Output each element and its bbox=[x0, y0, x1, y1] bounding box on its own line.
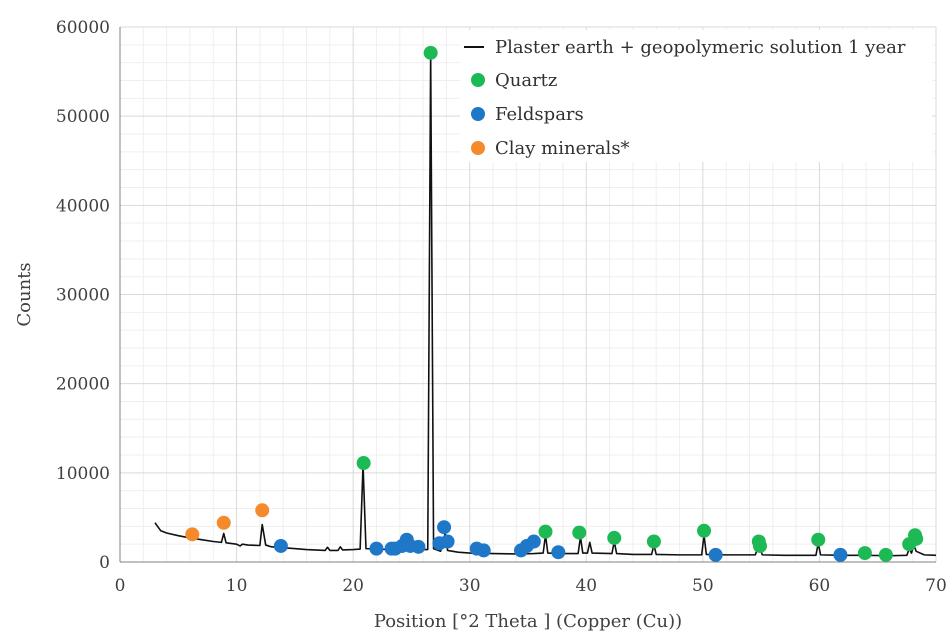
x-tick-label: 70 bbox=[925, 576, 947, 596]
quartz-marker bbox=[646, 534, 661, 549]
x-tick-label: 30 bbox=[459, 576, 481, 596]
chart-axes bbox=[119, 27, 936, 563]
x-tick-label: 10 bbox=[226, 576, 248, 596]
feldspars-marker bbox=[273, 538, 288, 553]
plot-area bbox=[154, 52, 937, 557]
legend-label-diffractogram: Plaster earth + geopolymeric solution 1 … bbox=[495, 37, 906, 58]
quartz-marker bbox=[538, 524, 553, 539]
x-tick-label: 50 bbox=[692, 576, 714, 596]
y-tick-label: 60000 bbox=[56, 18, 110, 38]
chart-legend: Plaster earth + geopolymeric solution 1 … bbox=[460, 30, 932, 162]
y-tick-label: 30000 bbox=[56, 286, 110, 306]
feldspars-marker bbox=[411, 539, 426, 554]
legend-background bbox=[460, 30, 932, 162]
clay-minerals-marker bbox=[216, 515, 231, 530]
legend-label-quartz: Quartz bbox=[495, 70, 557, 91]
y-tick-label: 10000 bbox=[56, 464, 110, 484]
y-tick-label: 50000 bbox=[56, 107, 110, 127]
x-axis-title: Position [°2 Theta ] (Copper (Cu)) bbox=[374, 611, 682, 632]
x-tick-labels: 0 10 20 30 40 50 60 70 bbox=[115, 576, 947, 596]
clay-minerals-marker bbox=[185, 527, 200, 542]
quartz-marker bbox=[909, 531, 924, 546]
feldspars-marker bbox=[708, 547, 723, 562]
feldspars-marker bbox=[437, 520, 452, 535]
legend-label-feldspars: Feldspars bbox=[495, 104, 584, 125]
quartz-marker bbox=[811, 532, 826, 547]
legend-label-clay: Clay minerals* bbox=[495, 138, 630, 159]
quartz-marker bbox=[857, 546, 872, 561]
quartz-marker bbox=[356, 456, 371, 471]
feldspars-marker bbox=[833, 547, 848, 562]
mineral-markers bbox=[185, 45, 924, 562]
legend-feldspars-marker bbox=[471, 107, 485, 121]
quartz-marker bbox=[697, 523, 712, 538]
x-tick-label: 40 bbox=[575, 576, 597, 596]
y-tick-label: 0 bbox=[99, 553, 110, 573]
quartz-marker bbox=[752, 538, 767, 553]
feldspars-marker bbox=[526, 534, 541, 549]
feldspars-marker bbox=[440, 534, 455, 549]
feldspars-marker bbox=[476, 543, 491, 558]
feldspars-marker bbox=[551, 545, 566, 560]
x-tick-label: 20 bbox=[342, 576, 364, 596]
diffractogram-line bbox=[154, 52, 937, 557]
quartz-marker bbox=[572, 525, 587, 540]
y-axis-title: Counts bbox=[14, 262, 35, 326]
clay-minerals-marker bbox=[255, 503, 270, 518]
legend-clay-marker bbox=[471, 141, 485, 155]
x-tick-label: 60 bbox=[809, 576, 831, 596]
y-tick-label: 20000 bbox=[56, 375, 110, 395]
quartz-marker bbox=[607, 530, 622, 545]
y-tick-labels: 0 10000 20000 30000 40000 50000 60000 bbox=[56, 18, 110, 573]
x-tick-label: 0 bbox=[115, 576, 126, 596]
quartz-marker bbox=[423, 45, 438, 60]
legend-quartz-marker bbox=[471, 73, 485, 87]
feldspars-marker bbox=[369, 541, 384, 556]
y-tick-label: 40000 bbox=[56, 196, 110, 216]
quartz-marker bbox=[878, 547, 893, 562]
